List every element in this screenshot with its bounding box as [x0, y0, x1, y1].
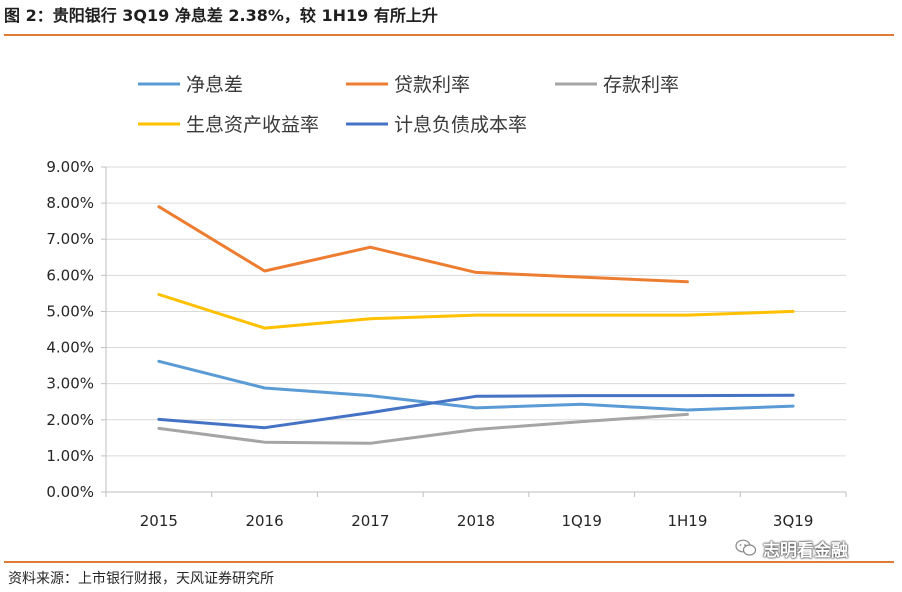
y-axis-ticks: 0.00% 1.00% 2.00% 3.00% 4.00% 5.00% 6.00% 7.00%…: [46, 158, 106, 501]
watermark-text: 志明看金融: [763, 540, 848, 561]
source-note: 资料来源：上市银行财报，天风证券研究所: [8, 571, 274, 587]
legend-label: 净息差: [186, 74, 243, 96]
watermark: 志明看金融: [735, 536, 848, 561]
x-tick-label: 1Q19: [561, 512, 601, 530]
x-tick-label: 1H19: [667, 512, 707, 530]
legend-label: 计息负债成本率: [394, 114, 527, 136]
x-tick-label: 3Q19: [773, 512, 813, 530]
series-line: [157, 205, 689, 284]
series-line: [157, 359, 795, 412]
top-rule: [4, 34, 894, 36]
y-tick-label: 6.00%: [46, 266, 94, 284]
wechat-icon: [735, 539, 757, 556]
y-tick-label: 4.00%: [46, 339, 94, 357]
y-tick-label: 9.00%: [46, 158, 94, 176]
y-tick-label: 7.00%: [46, 230, 94, 248]
y-tick-label: 8.00%: [46, 194, 94, 212]
series-line: [157, 293, 795, 330]
grid-lines: [105, 166, 846, 493]
x-tick-label: 2018: [457, 512, 495, 530]
y-tick-label: 1.00%: [46, 447, 94, 465]
legend-label: 贷款利率: [394, 74, 470, 96]
x-tick-label: 2016: [245, 512, 283, 530]
y-tick-label: 3.00%: [46, 375, 94, 393]
y-tick-label: 5.00%: [46, 302, 94, 320]
legend-label: 生息资产收益率: [186, 114, 319, 136]
legend-label: 存款利率: [603, 74, 679, 96]
x-tick-label: 2017: [351, 512, 389, 530]
series-line: [157, 393, 795, 430]
x-tick-label: 2015: [140, 512, 178, 530]
y-tick-label: 2.00%: [46, 411, 94, 429]
bottom-rule: [4, 561, 894, 563]
x-axis-ticks: 2015 2016 2017 2018 1Q19 1H19 3Q19: [105, 492, 847, 530]
series-lines: [157, 205, 795, 445]
figure-title: 图 2：贵阳银行 3Q19 净息差 2.38%，较 1H19 有所上升: [4, 6, 438, 25]
series-line: [157, 412, 689, 445]
y-tick-label: 0.00%: [46, 483, 94, 501]
